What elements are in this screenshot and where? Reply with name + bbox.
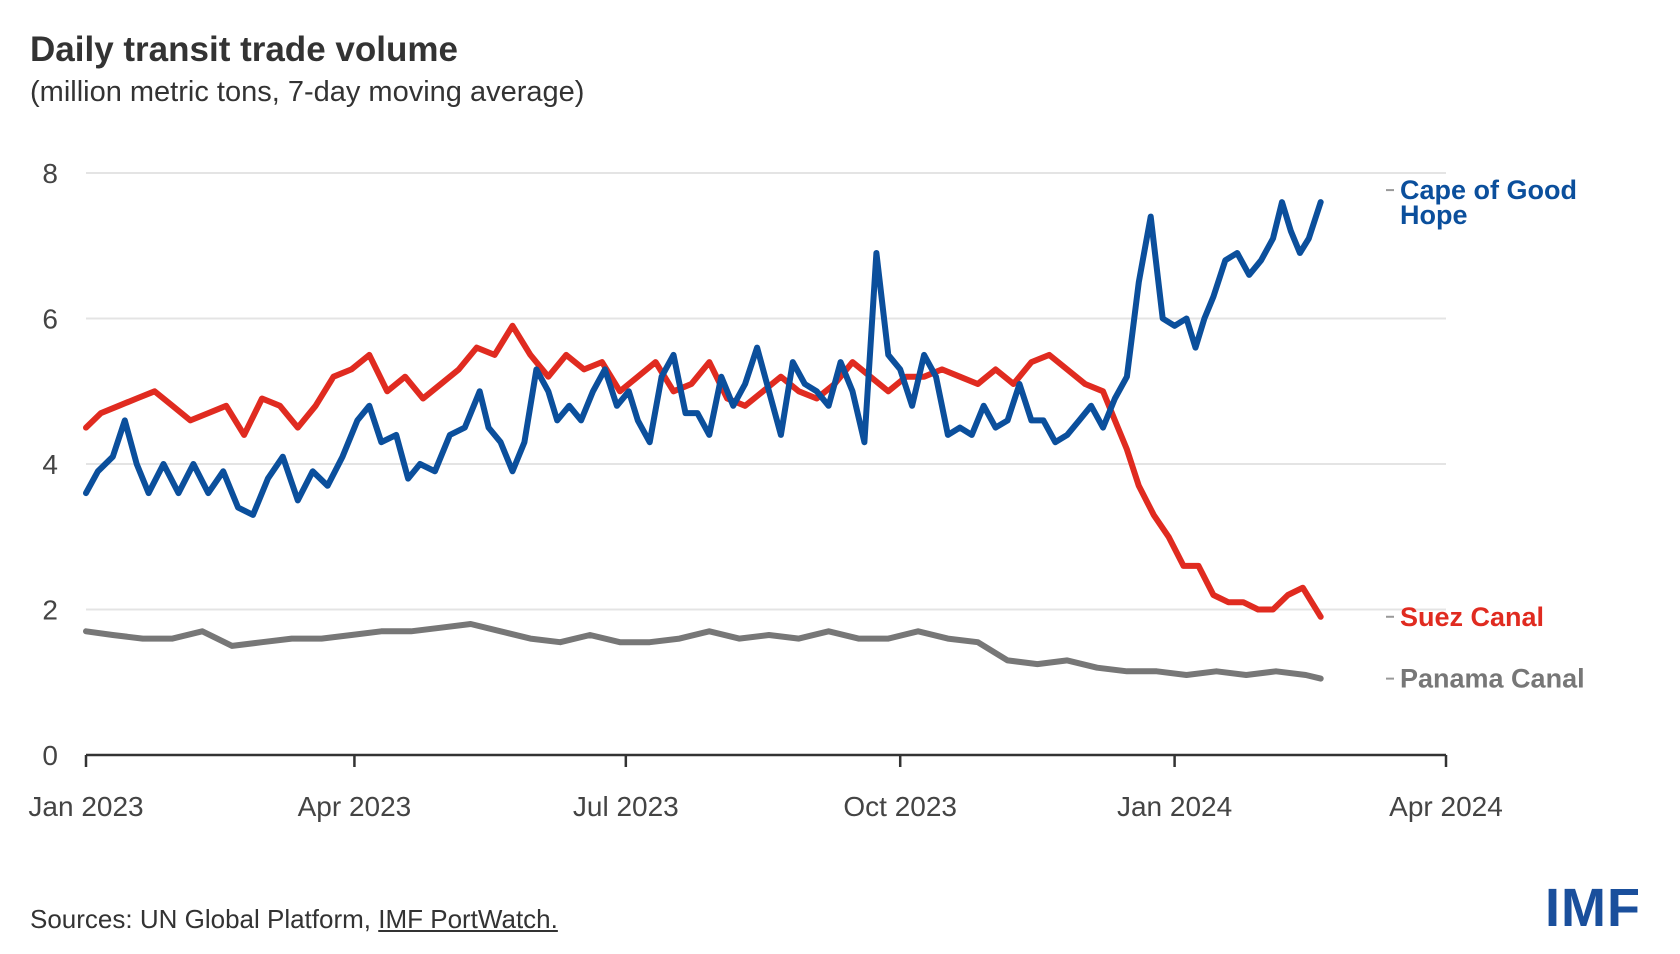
series-label-line: Hope bbox=[1400, 200, 1468, 230]
y-tick-label: 0 bbox=[42, 740, 58, 771]
x-tick-label: Apr 2024 bbox=[1389, 791, 1503, 822]
chart-title: Daily transit trade volume bbox=[30, 30, 458, 69]
chart-subtitle: (million metric tons, 7-day moving avera… bbox=[30, 76, 585, 108]
x-tick-label: Oct 2023 bbox=[843, 791, 957, 822]
series-line bbox=[83, 621, 1324, 682]
series-label-line: Cape of Good bbox=[1400, 175, 1577, 205]
source-prefix: Sources: UN Global Platform, bbox=[30, 904, 379, 934]
series-line bbox=[83, 199, 1324, 518]
series-label-line: Panama Canal bbox=[1400, 664, 1585, 694]
series-label: Panama Canal bbox=[1400, 664, 1585, 694]
y-tick-label: 4 bbox=[42, 449, 58, 480]
imf-logo: IMF bbox=[1545, 878, 1641, 938]
x-tick-label: Jan 2024 bbox=[1117, 791, 1232, 822]
series-label: Suez Canal bbox=[1400, 602, 1544, 632]
y-tick-label: 6 bbox=[42, 304, 58, 335]
series-label: Cape of Good Hope bbox=[1400, 175, 1577, 230]
source-note: Sources: UN Global Platform, IMF PortWat… bbox=[30, 904, 558, 935]
x-tick-label: Jul 2023 bbox=[573, 791, 679, 822]
x-tick-label: Jan 2023 bbox=[28, 791, 143, 822]
y-tick-label: 8 bbox=[42, 158, 58, 189]
x-tick-label: Apr 2023 bbox=[298, 791, 412, 822]
series-label-line: Suez Canal bbox=[1400, 602, 1544, 632]
portwatch-link[interactable]: IMF PortWatch. bbox=[378, 904, 558, 934]
y-tick-label: 2 bbox=[42, 595, 58, 626]
